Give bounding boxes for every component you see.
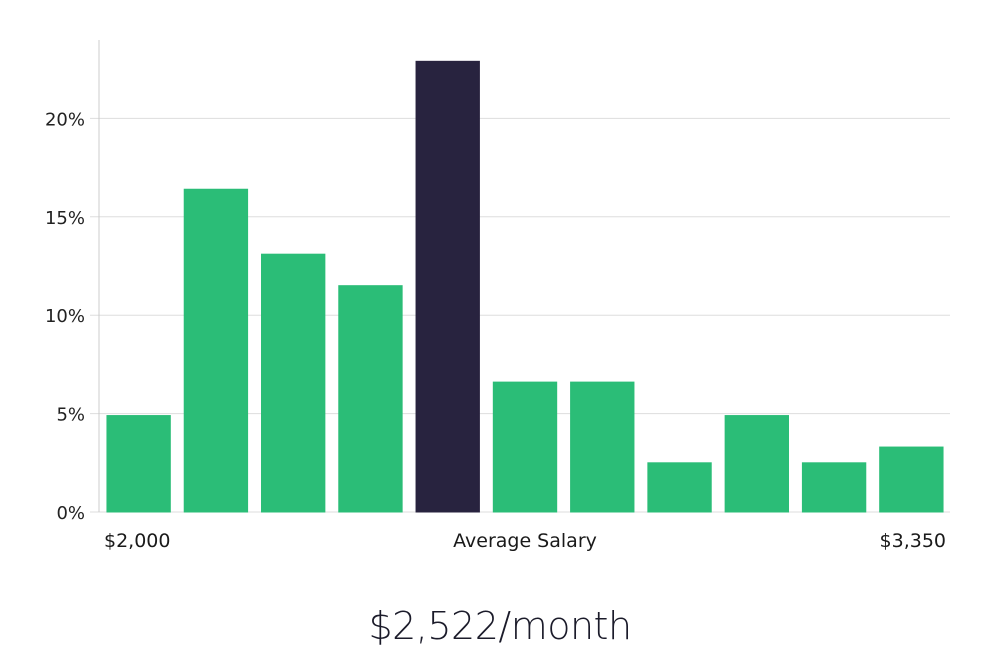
y-tick-label: 15% — [45, 208, 85, 229]
bar — [338, 285, 403, 513]
bar — [183, 188, 249, 513]
bar — [879, 446, 944, 513]
average-salary-value: $2,522/month — [368, 604, 632, 648]
x-axis-average-label: Average Salary — [453, 530, 597, 552]
bar — [261, 253, 326, 513]
bar — [570, 381, 635, 513]
y-tick-label: 20% — [45, 109, 85, 130]
bar-average-salary — [415, 60, 480, 513]
salary-histogram: 0% 5% 10% 15% 20% $2,000 Average Salary $3,3… — [45, 40, 950, 552]
x-axis-end-label: $3,350 — [880, 530, 946, 552]
y-tick-label: 5% — [56, 405, 85, 426]
y-tick-label: 0% — [56, 503, 85, 524]
bar — [801, 462, 867, 513]
bar — [106, 415, 171, 513]
bar — [492, 381, 558, 513]
bar — [647, 462, 712, 513]
y-tick-label: 10% — [45, 306, 85, 327]
x-axis-start-label: $2,000 — [104, 530, 170, 552]
bars — [106, 60, 944, 513]
bar — [724, 415, 789, 513]
y-axis-ticks: 0% 5% 10% 15% 20% — [45, 109, 85, 524]
